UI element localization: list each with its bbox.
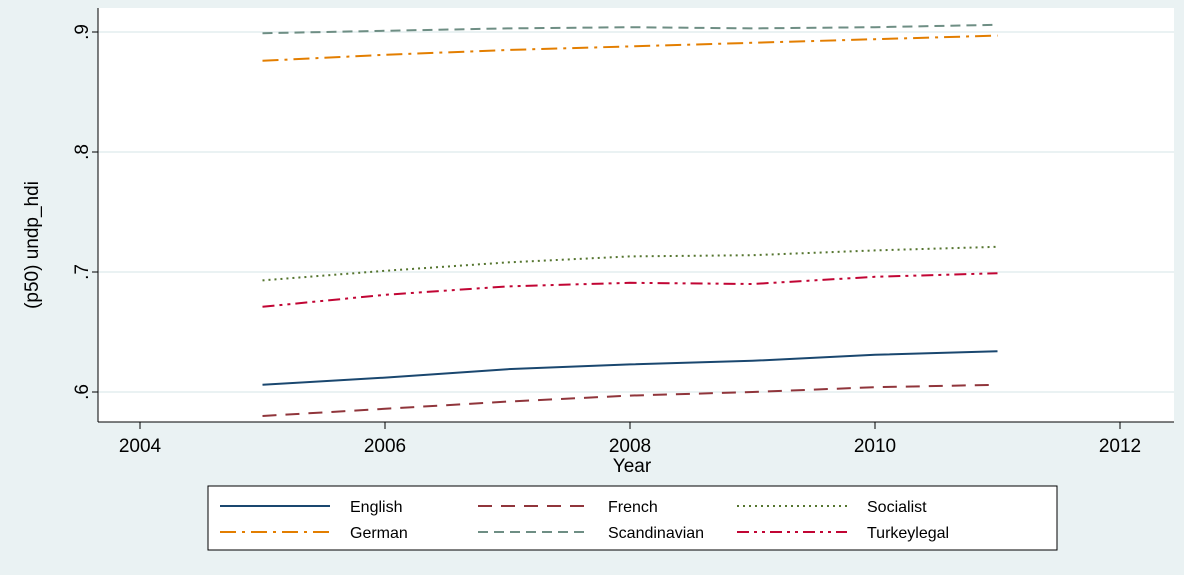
legend-label-german: German — [350, 525, 408, 542]
legend: English French Socialist German Scandinavian… — [207, 485, 1058, 551]
series-line-scandinavian — [262, 23, 998, 35]
series-line-english — [262, 350, 998, 386]
legend-label-scandinavian: Scandinavian — [608, 525, 704, 542]
x-tick-label: 2010 — [854, 436, 896, 457]
legend-label-socialist: Socialist — [867, 499, 927, 516]
axes: .6 .7 .8 .9 2004 2006 2008 2010 2012 — [72, 8, 1174, 457]
gridlines — [98, 31, 1174, 393]
series-line-german — [262, 34, 998, 62]
legend-label-french: French — [608, 499, 658, 516]
y-tick-label: .9 — [72, 24, 93, 40]
series-line-socialist — [262, 245, 998, 282]
plot-region — [98, 8, 1174, 422]
legend-label-english: English — [350, 499, 402, 516]
y-tick-label: .6 — [72, 384, 93, 400]
x-tick-label: 2004 — [119, 436, 162, 457]
series-line-french — [262, 383, 998, 417]
x-axis-title: Year — [613, 456, 652, 477]
y-axis-title: (p50) undp_hdi — [22, 181, 43, 309]
y-tick-label: .7 — [72, 264, 93, 280]
series-lines — [262, 23, 998, 417]
x-tick-label: 2006 — [364, 436, 406, 457]
series-line-turkeylegal — [262, 272, 998, 308]
x-tick-label: 2012 — [1099, 436, 1141, 457]
legend-box — [207, 485, 1058, 551]
y-tick-label: .8 — [72, 144, 93, 160]
legend-label-turkeylegal: Turkeylegal — [867, 525, 949, 542]
x-tick-label: 2008 — [609, 436, 651, 457]
